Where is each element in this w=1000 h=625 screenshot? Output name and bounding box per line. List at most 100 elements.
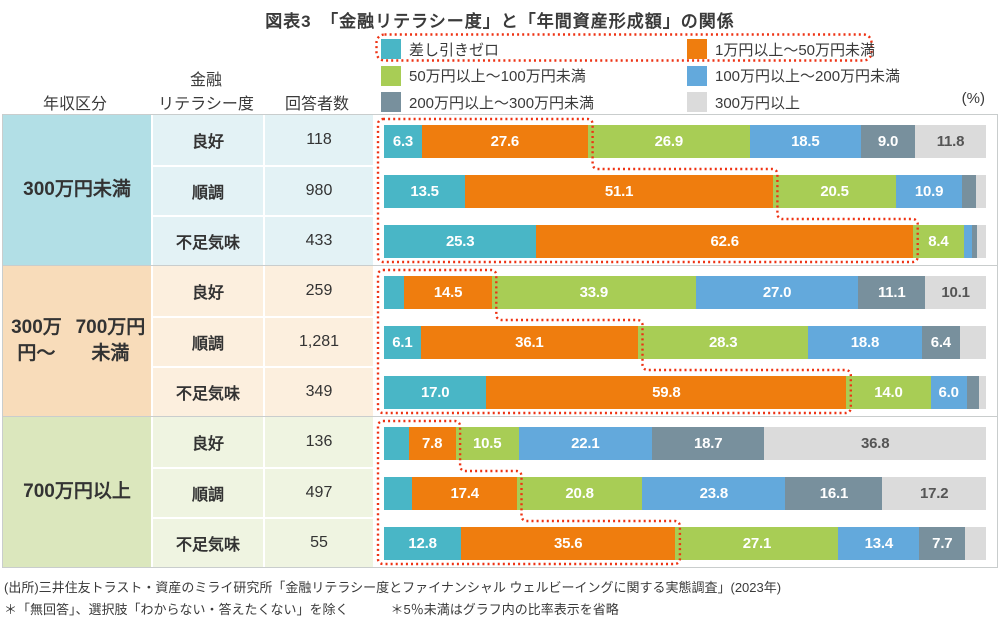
bar-segment: 36.8 [764,427,986,460]
literacy-cell: 良好 [151,115,263,165]
bar-segment-value: 10.9 [914,183,944,200]
legend-label: 差し引きゼロ [409,41,500,59]
respondents-cell: 118 [263,115,373,165]
bar-segment-value: 26.9 [654,133,684,150]
legend-label: 200万円以上～300万円未満 [409,94,595,112]
bar-segment: 11.8 [915,125,986,158]
column-header-literacy-line2: リテラシー度 [158,96,254,113]
bar-segment-value: 18.8 [850,334,880,351]
legend-item: 差し引きゼロ [381,38,499,60]
literacy-cell: 順調 [151,167,263,215]
table-row: 順調 1,281 [151,316,373,366]
bar-segment [966,376,979,409]
table-row: 不足気味 55 [151,517,373,567]
stacked-bar: 7.8 10.5 22.1 18.7 36.8 [384,427,986,460]
legend-swatch-icon [687,92,707,112]
bar-segment-value: 13.4 [864,535,894,552]
literacy-cell: 順調 [151,318,263,366]
table-row: 順調 497 [151,467,373,517]
bar-segment: 13.4 [838,527,920,560]
bar-segment: 23.8 [642,477,786,510]
bar-segment-value: 6.1 [392,334,413,351]
bar-segment [960,326,986,359]
stacked-bar: 6.3 27.6 26.9 18.5 9.0 11.8 [384,125,986,158]
income-group: 700万円以上 良好 136 順調 497 不足気味 55 7.8 10.5 22.1 18.7 36… [3,416,997,567]
income-group-label: 700万円以上 [3,417,151,567]
bar-segment-value: 9.0 [877,133,899,150]
respondents-cell: 433 [263,217,373,265]
respondents-cell: 349 [263,368,373,416]
bar-segment-value: 59.8 [652,384,681,401]
bar-segment: 10.5 [455,427,519,460]
column-header-literacy-line1: 金融 [189,72,222,89]
bar-segment: 16.1 [785,477,883,510]
bar-segment-value: 11.8 [936,133,965,150]
bar-segment-value: 6.4 [930,334,951,351]
respondents-cell: 55 [263,519,373,567]
literacy-cell: 不足気味 [151,519,263,567]
bar-segment [975,175,986,208]
bar-segment-value: 12.8 [408,535,437,552]
bar-segment: 62.6 [536,225,914,258]
bar-segment-value: 6.3 [392,133,414,150]
bar-segment-value: 27.1 [742,535,772,552]
table-row: 良好 259 [151,266,373,316]
bar-segment: 18.8 [808,326,922,359]
table-row: 不足気味 433 [151,215,373,265]
column-header-income: 年収区分 [42,96,107,113]
legend-swatch-icon [381,39,401,59]
legend-label: 300万円以上 [715,94,801,112]
legend-label: 50万円以上～100万円未満 [409,68,586,85]
literacy-cell: 不足気味 [151,368,263,416]
legend-item: 1万円以上～50万円未満 [687,38,875,60]
stacked-bar: 17.0 59.8 14.0 6.0 [384,376,986,409]
bar-segment [976,225,986,258]
bar-segment: 35.6 [461,527,676,560]
bar-segment-value: 22.1 [571,435,600,452]
bar-segment-value: 16.1 [819,485,849,502]
bars-area: 6.3 27.6 26.9 18.5 9.0 11.8 13.5 51.1 20.5 10.9 25… [373,115,997,265]
bar-segment: 51.1 [465,175,773,208]
figure-title: 図表3 「金融リテラシー度」と「年間資産形成額」の関係 [265,12,735,31]
bar-segment-value: 10.1 [941,284,970,301]
bar-segment-value: 13.5 [410,183,439,200]
bar-segment-value: 28.3 [709,334,738,351]
bar-segment [978,376,986,409]
bar-segment: 8.4 [913,225,964,258]
data-table: 300万円未満 良好 118 順調 980 不足気味 433 6.3 27.6 26.9 18.5 9… [2,114,998,568]
bar-segment-value: 17.4 [450,485,479,502]
literacy-cell: 良好 [151,266,263,316]
income-group: 300万円未満 良好 118 順調 980 不足気味 433 6.3 27.6 26.9 18.5 9… [3,115,997,265]
footnote-1: ＊「無回答」、選択肢「わからない・答えたくない」を除く [4,602,349,617]
bar-segment: 18.5 [749,125,861,158]
stacked-bar: 6.1 36.1 28.3 18.8 6.4 [384,326,986,359]
bar-segment-value: 27.0 [762,284,792,301]
stacked-bar: 14.5 33.9 27.0 11.1 10.1 [384,276,986,309]
bar-segment-value: 18.7 [693,435,723,452]
legend-item: 200万円以上～300万円未満 [381,91,594,113]
bar-segment [961,175,976,208]
bar-segment: 6.3 [384,125,422,158]
bar-segment: 27.1 [675,527,839,560]
literacy-cell: 不足気味 [151,217,263,265]
bar-segment [963,225,973,258]
table-row: 良好 136 [151,417,373,467]
bar-segment-value: 7.8 [422,435,443,452]
income-group-label: 300万円未満 [3,115,151,265]
bar-segment: 18.7 [651,427,765,460]
bar-segment-value: 14.5 [433,284,463,301]
bar-segment-value: 25.3 [445,233,475,250]
bar-segment [384,477,413,510]
legend-item: 300万円以上 [687,91,800,113]
stacked-bar: 25.3 62.6 8.4 [384,225,986,258]
bar-segment: 20.5 [772,175,897,208]
stacked-bar: 13.5 51.1 20.5 10.9 [384,175,986,208]
bar-segment-value: 62.6 [710,233,740,250]
legend-swatch-icon [687,39,707,59]
bar-segment: 22.1 [518,427,652,460]
bar-segment: 17.4 [412,477,518,510]
income-group: 300万円～ 700万円未満 良好 259 順調 1,281 不足気味 349 14.5 33.9… [3,265,997,416]
bar-segment: 27.6 [421,125,588,158]
bar-segment [384,276,405,309]
bar-segment: 6.0 [930,376,967,409]
